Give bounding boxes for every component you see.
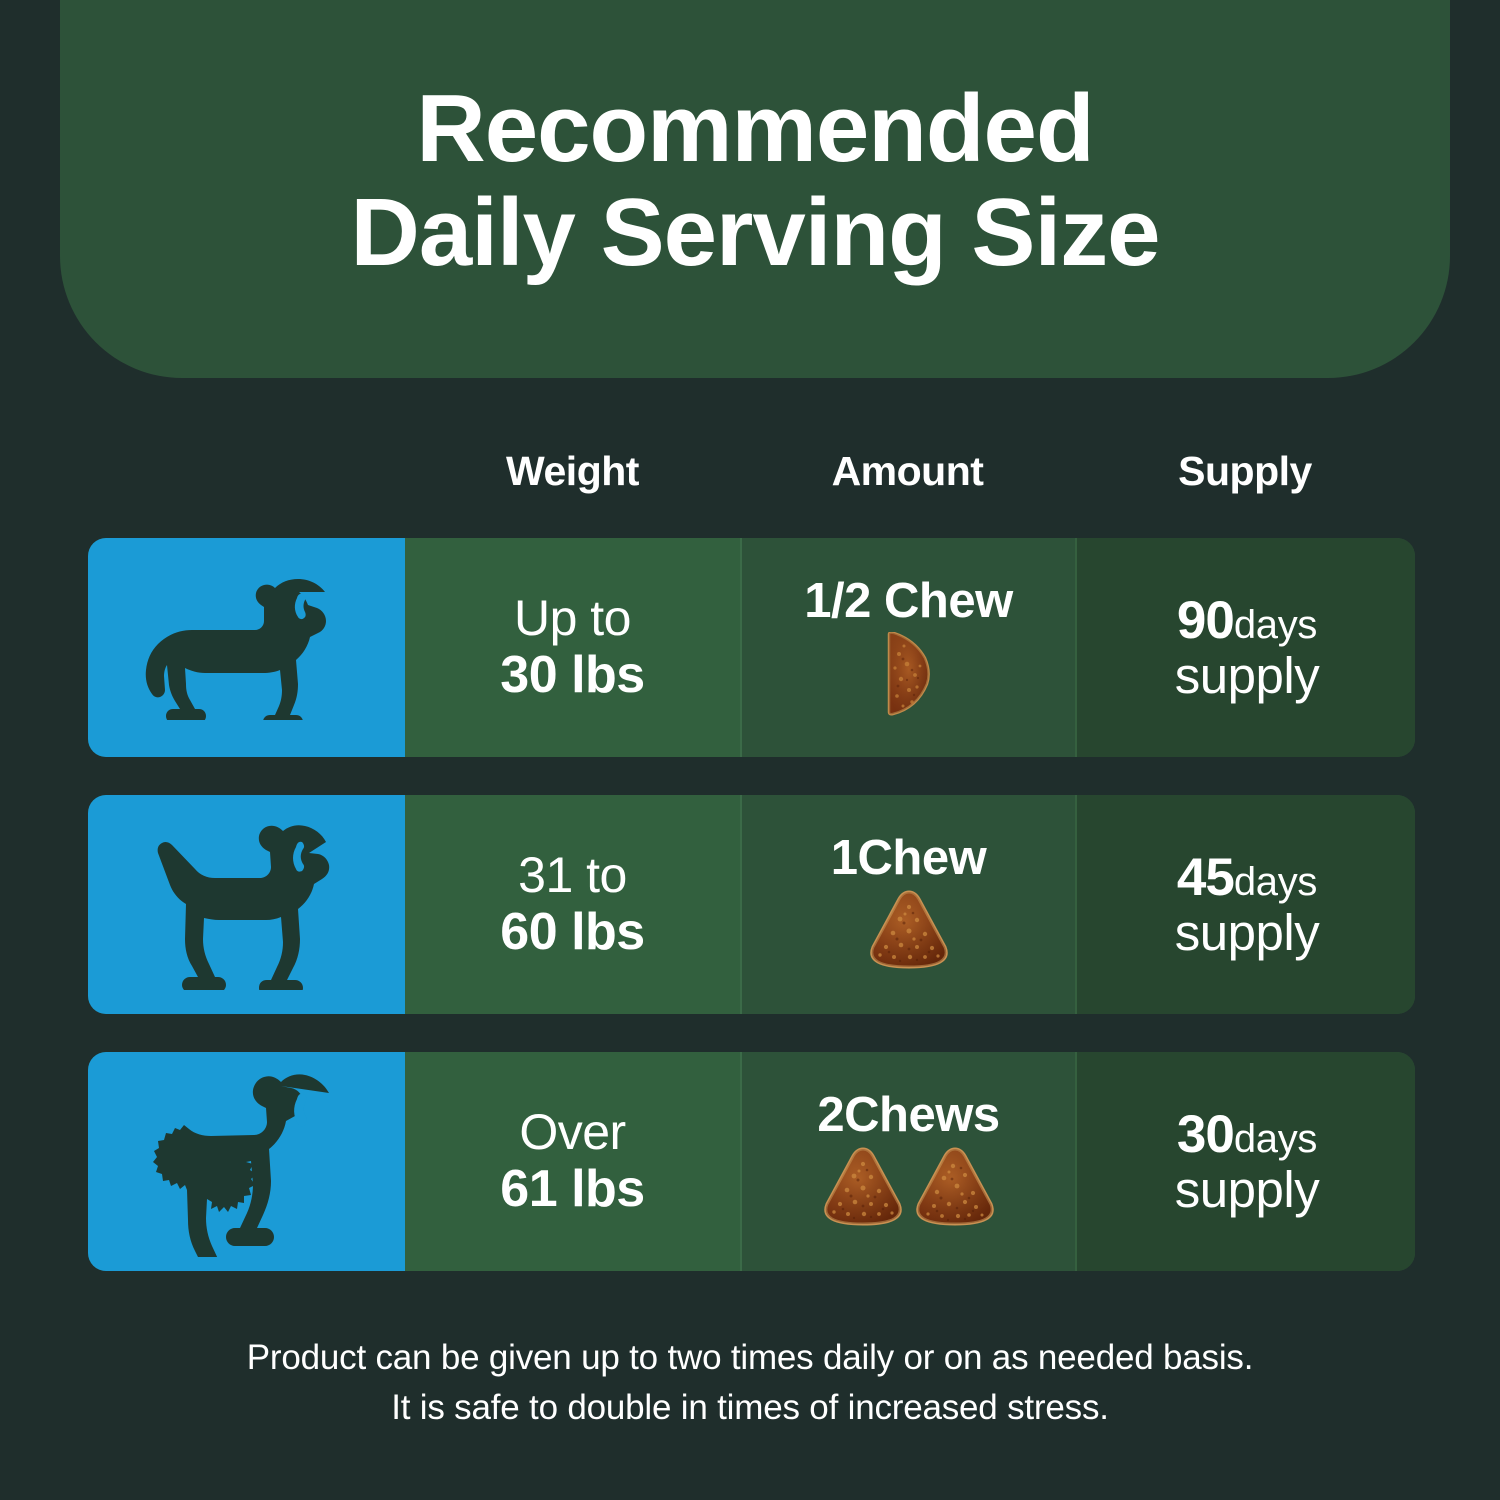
supply-days-line: 30days xyxy=(1176,1104,1318,1164)
supply-number: 90 xyxy=(1176,590,1235,650)
page-title-line-1: Recommended xyxy=(416,74,1094,182)
column-header-spacer xyxy=(88,440,405,502)
dog-size-cell-small xyxy=(88,538,405,757)
supply-cell: 30days supply xyxy=(1077,1052,1415,1271)
amount-cell: 2Chews xyxy=(742,1052,1077,1271)
serving-size-table: Up to 30 lbs 1/2 Chew xyxy=(88,538,1415,1309)
weight-cell: 31 to 60 lbs xyxy=(405,795,742,1014)
column-header-supply: Supply xyxy=(1178,447,1312,494)
weight-range-bottom: 60 lbs xyxy=(500,903,645,962)
weight-range-top: 31 to xyxy=(518,847,627,904)
weight-range-bottom: 61 lbs xyxy=(500,1160,645,1219)
supply-days-line: 90days xyxy=(1176,590,1318,650)
table-row: Over 61 lbs 2Chews xyxy=(88,1052,1415,1271)
page-title-line-2: Daily Serving Size xyxy=(350,179,1160,287)
weight-range-top: Up to xyxy=(513,590,632,647)
weight-range-bottom: 30 lbs xyxy=(500,646,645,705)
table-row: 31 to 60 lbs 1Chew xyxy=(88,795,1415,1014)
column-header-weight: Weight xyxy=(506,447,639,494)
amount-cell: 1/2 Chew xyxy=(742,538,1077,757)
header-panel: Recommended Daily Serving Size xyxy=(60,0,1450,378)
supply-number: 30 xyxy=(1176,1104,1235,1164)
medium-dog-labrador-icon xyxy=(134,820,359,990)
table-row: Up to 30 lbs 1/2 Chew xyxy=(88,538,1415,757)
weight-range-top: Over xyxy=(519,1104,626,1161)
weight-cell: Over 61 lbs xyxy=(405,1052,742,1271)
supply-days-label: days xyxy=(1233,859,1318,904)
chew-image-group xyxy=(887,631,931,724)
supply-cell: 90days supply xyxy=(1077,538,1415,757)
chew-icon xyxy=(867,889,951,974)
weight-cell: Up to 30 lbs xyxy=(405,538,742,757)
footer-note-line-1: Product can be given up to two times dai… xyxy=(246,1338,1254,1377)
footer-note-line-2: It is safe to double in times of increas… xyxy=(391,1387,1109,1427)
supply-word: supply xyxy=(1174,646,1320,704)
amount-label: 2Chews xyxy=(817,1088,1000,1142)
chew-image-group xyxy=(821,1146,997,1238)
amount-label: 1/2 Chew xyxy=(804,574,1013,628)
dog-size-cell-large xyxy=(88,1052,405,1271)
supply-word: supply xyxy=(1174,1160,1320,1218)
chew-icon xyxy=(821,1146,905,1231)
large-dog-retriever-icon xyxy=(129,1067,364,1257)
half-chew-icon xyxy=(887,631,931,721)
supply-word: supply xyxy=(1174,903,1320,961)
amount-cell: 1Chew xyxy=(742,795,1077,1014)
small-dog-dachshund-icon xyxy=(129,575,364,720)
page-title: Recommended Daily Serving Size xyxy=(165,74,1345,378)
table-column-headers: Weight Amount Supply xyxy=(88,440,1415,502)
chew-icon xyxy=(913,1146,997,1231)
chew-image-group xyxy=(867,889,951,981)
supply-days-label: days xyxy=(1233,1116,1318,1161)
supply-number: 45 xyxy=(1176,847,1235,907)
footer-note: Product can be given up to two times dai… xyxy=(0,1333,1500,1432)
supply-days-label: days xyxy=(1233,602,1318,647)
supply-cell: 45days supply xyxy=(1077,795,1415,1014)
column-header-amount: Amount xyxy=(831,447,984,494)
dog-size-cell-medium xyxy=(88,795,405,1014)
supply-days-line: 45days xyxy=(1176,847,1318,907)
amount-label: 1Chew xyxy=(830,831,987,885)
